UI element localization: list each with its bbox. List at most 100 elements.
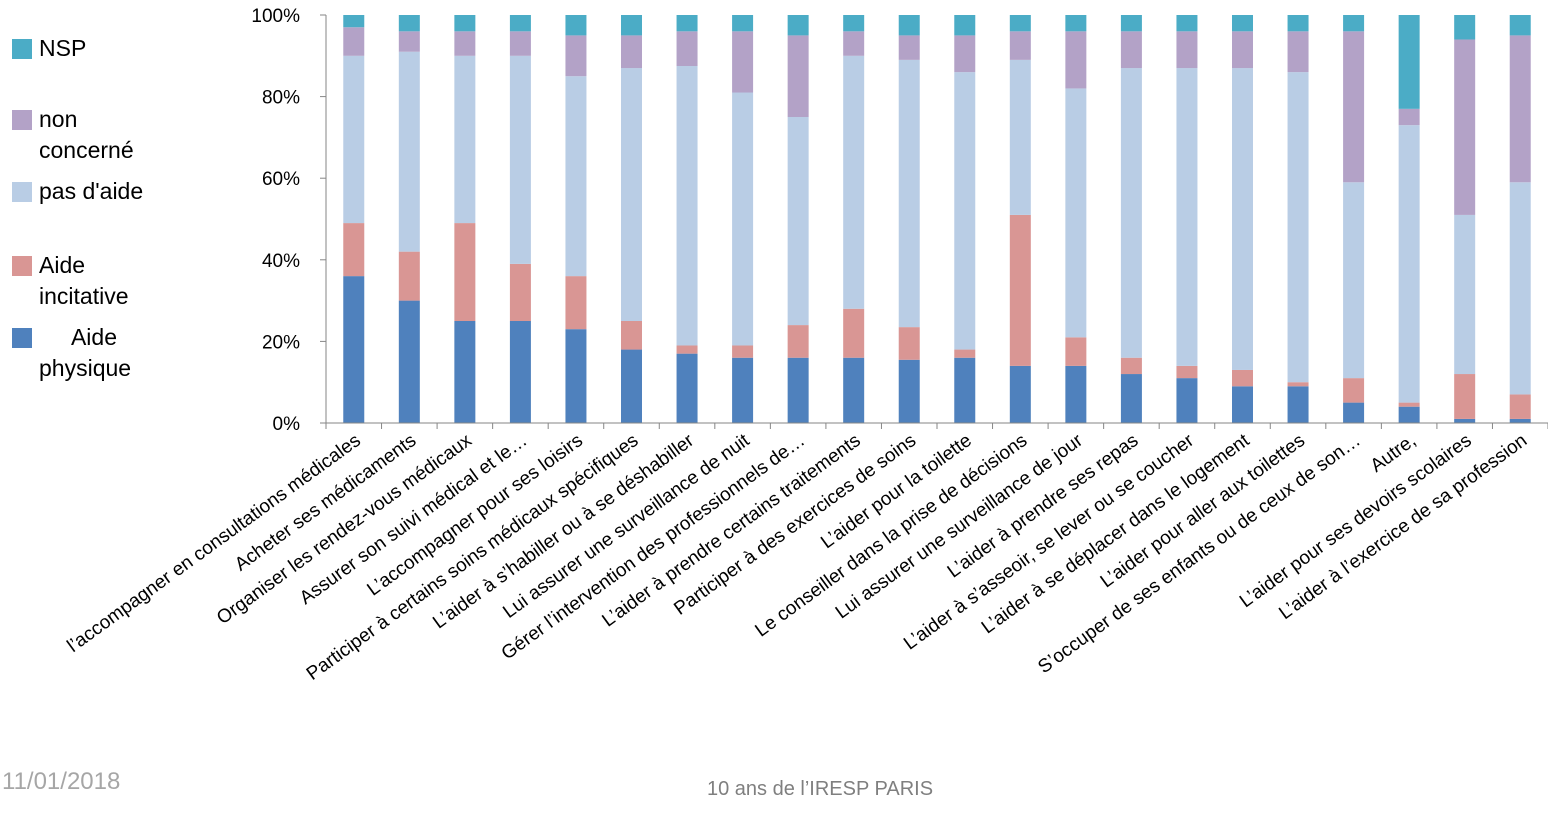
bar-segment-1-cat-21: [1454, 418, 1476, 423]
bar-segment-3-cat-14: [1065, 88, 1087, 338]
bar-segment-2-cat-10: [843, 308, 865, 358]
bar-segment-1-cat-2: [398, 300, 420, 423]
bar-segment-1-cat-10: [843, 357, 865, 423]
bar-segment-1-cat-12: [954, 357, 976, 423]
bar-segment-3-cat-17: [1232, 68, 1253, 370]
bar-segment-3-cat-15: [1120, 68, 1142, 358]
y-tick-label: 60%: [262, 169, 300, 190]
y-tick-label: 20%: [262, 332, 300, 353]
bar-segment-5-cat-1: [343, 15, 365, 28]
x-category-labels: l’accompagner en consultations médicales…: [64, 430, 1532, 685]
legend-swatch-aide-incitative: [12, 256, 32, 276]
bar-segment-5-cat-14: [1065, 15, 1087, 32]
bar-segment-2-cat-16: [1176, 365, 1198, 379]
y-tick-label: 0%: [273, 414, 301, 435]
legend-label-pas-aide: pas d'aide: [39, 178, 144, 204]
bar-segment-3-cat-6: [621, 68, 642, 321]
bar-segment-4-cat-13: [1009, 31, 1031, 60]
bar-segment-4-cat-15: [1120, 31, 1142, 69]
bar-segment-5-cat-7: [676, 15, 698, 32]
bar-segment-5-cat-21: [1454, 15, 1476, 40]
bar-segment-1-cat-11: [898, 359, 920, 423]
bar-segment-4-cat-8: [732, 31, 754, 93]
bars-group: [343, 15, 1531, 423]
legend-label-nsp: NSP: [39, 35, 87, 61]
bar-segment-1-cat-17: [1232, 386, 1253, 423]
bar-segment-4-cat-9: [787, 35, 809, 117]
bar-segment-4-cat-7: [676, 31, 698, 66]
bar-segment-2-cat-2: [398, 251, 420, 301]
bar-segment-3-cat-4: [509, 55, 531, 264]
bar-segment-3-cat-19: [1343, 182, 1365, 379]
bar-segment-5-cat-15: [1120, 15, 1142, 32]
bar-segment-5-cat-17: [1232, 15, 1253, 32]
bar-segment-5-cat-19: [1343, 15, 1365, 32]
legend-label-non-concerne: non concerné: [39, 106, 134, 163]
bar-segment-3-cat-9: [787, 117, 809, 326]
bar-segment-5-cat-2: [398, 15, 420, 32]
bar-segment-4-cat-10: [843, 31, 865, 56]
bar-segment-1-cat-6: [621, 349, 642, 423]
bar-segment-3-cat-16: [1176, 68, 1198, 366]
bar-segment-1-cat-5: [565, 329, 587, 423]
bar-segment-5-cat-8: [732, 15, 754, 32]
bar-segment-1-cat-16: [1176, 378, 1198, 423]
bar-segment-2-cat-13: [1009, 214, 1031, 366]
bar-segment-1-cat-15: [1120, 374, 1142, 423]
legend-swatch-pas-aide: [12, 182, 32, 202]
y-tick-label: 80%: [262, 88, 300, 109]
bar-segment-2-cat-4: [509, 263, 531, 321]
footer-title: 10 ans de l’IRESP PARIS: [707, 778, 934, 800]
legend-label-aide-incitative: Aide incitative: [39, 252, 129, 309]
bar-segment-5-cat-12: [954, 15, 976, 36]
bar-segment-4-cat-20: [1398, 108, 1420, 126]
bar-segment-4-cat-14: [1065, 31, 1087, 89]
legend-swatch-non-concerne: [12, 110, 32, 130]
bar-segment-1-cat-7: [676, 353, 698, 423]
bar-segment-2-cat-17: [1232, 369, 1253, 387]
bar-segment-3-cat-22: [1509, 182, 1531, 395]
bar-segment-5-cat-22: [1509, 15, 1531, 36]
bar-segment-5-cat-11: [898, 15, 920, 36]
bar-segment-4-cat-3: [454, 31, 476, 56]
bar-segment-3-cat-11: [898, 59, 920, 328]
bar-segment-2-cat-14: [1065, 337, 1087, 366]
bar-segment-4-cat-18: [1287, 31, 1309, 73]
footer-date: 11/01/2018: [2, 768, 121, 795]
bar-segment-4-cat-11: [898, 35, 920, 60]
bar-segment-5-cat-3: [454, 15, 476, 32]
bar-segment-4-cat-16: [1176, 31, 1198, 69]
bar-segment-4-cat-4: [509, 31, 531, 56]
bar-segment-1-cat-13: [1009, 365, 1031, 423]
bar-segment-2-cat-1: [343, 223, 365, 277]
bar-segment-2-cat-22: [1509, 394, 1531, 419]
bar-segment-3-cat-21: [1454, 214, 1476, 375]
y-tick-label: 40%: [262, 251, 300, 272]
bar-segment-2-cat-19: [1343, 378, 1365, 403]
bar-segment-5-cat-16: [1176, 15, 1198, 32]
bar-segment-2-cat-8: [732, 345, 754, 358]
bar-segment-1-cat-18: [1287, 386, 1309, 423]
legend-swatch-aide-physique: [12, 328, 32, 348]
bar-segment-5-cat-6: [621, 15, 642, 36]
bar-segment-3-cat-7: [676, 66, 698, 346]
bar-segment-4-cat-6: [621, 35, 642, 69]
bar-segment-4-cat-19: [1343, 31, 1365, 183]
bar-segment-3-cat-20: [1398, 125, 1420, 403]
bar-segment-3-cat-3: [454, 55, 476, 224]
bar-segment-5-cat-10: [843, 15, 865, 32]
bar-segment-1-cat-14: [1065, 365, 1087, 423]
bar-segment-5-cat-13: [1009, 15, 1031, 32]
legend-swatch-nsp: [12, 39, 32, 59]
bar-segment-3-cat-1: [343, 55, 365, 224]
bar-segment-1-cat-19: [1343, 402, 1365, 423]
bar-segment-2-cat-18: [1287, 382, 1309, 387]
bar-segment-2-cat-15: [1120, 357, 1142, 375]
bar-segment-5-cat-4: [509, 15, 531, 32]
bar-segment-4-cat-5: [565, 35, 587, 77]
bar-segment-2-cat-20: [1398, 402, 1420, 407]
bar-segment-1-cat-22: [1509, 418, 1531, 423]
bar-segment-2-cat-5: [565, 276, 587, 330]
bar-segment-4-cat-12: [954, 35, 976, 73]
